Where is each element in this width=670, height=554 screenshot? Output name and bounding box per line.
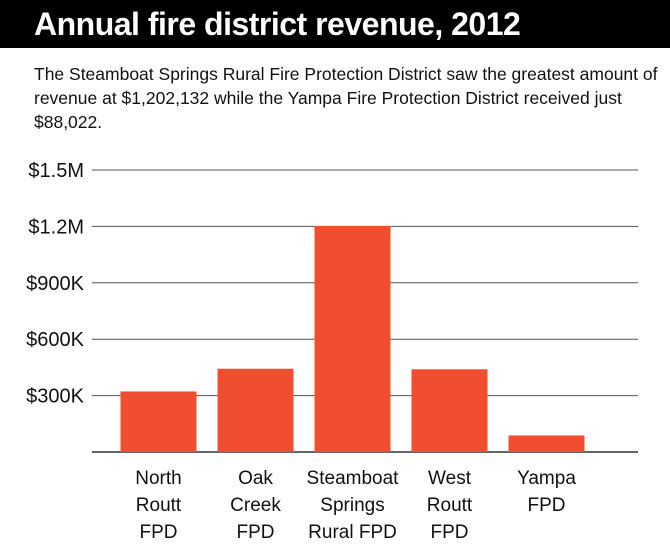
x-category-label-line: Springs	[320, 495, 384, 516]
x-category-label-line: North	[135, 468, 181, 489]
x-axis-category-labels: North Routt FPD Oak Creek FPD Steamboat Springs…	[135, 468, 576, 543]
bar	[411, 369, 488, 452]
chart-title: Annual fire district revenue, 2012	[34, 5, 521, 42]
x-category-label-line: Oak	[238, 468, 273, 489]
y-tick-label: $300K	[26, 386, 84, 408]
x-category-label: Yampa FPD	[517, 468, 576, 516]
x-category-label-line: Yampa	[517, 468, 576, 489]
chart-subtitle: The Steamboat Springs Rural Fire Protect…	[34, 64, 658, 132]
y-tick-label: $900K	[26, 273, 84, 295]
y-axis-tick-labels: $300K $600K $900K $1.2M $1.5M	[26, 160, 84, 408]
x-category-label-line: FPD	[528, 495, 566, 516]
x-category-label-line: Creek	[230, 495, 281, 516]
x-category-label-line: West	[428, 468, 472, 489]
x-category-label: Steamboat Springs Rural FPD	[307, 468, 400, 543]
bar	[217, 368, 294, 452]
x-category-label: Oak Creek FPD	[230, 468, 281, 543]
y-tick-label: $1.5M	[28, 160, 84, 182]
x-category-label-line: Routt	[136, 495, 182, 516]
bar	[508, 435, 585, 452]
y-tick-label: $600K	[26, 329, 84, 351]
bar	[314, 225, 391, 452]
y-tick-label: $1.2M	[28, 216, 84, 238]
bars	[120, 225, 585, 452]
x-category-label-line: Routt	[427, 495, 473, 516]
x-category-label-line: FPD	[140, 522, 178, 543]
bar	[120, 391, 197, 452]
x-category-label-line: FPD	[237, 522, 275, 543]
x-category-label: West Routt FPD	[427, 468, 473, 543]
x-category-label-line: FPD	[431, 522, 469, 543]
chart-title-bar: Annual fire district revenue, 2012	[0, 0, 670, 48]
x-category-label-line: Rural FPD	[308, 522, 397, 543]
x-category-label-line: Steamboat	[307, 468, 400, 489]
x-category-label: North Routt FPD	[135, 468, 182, 543]
